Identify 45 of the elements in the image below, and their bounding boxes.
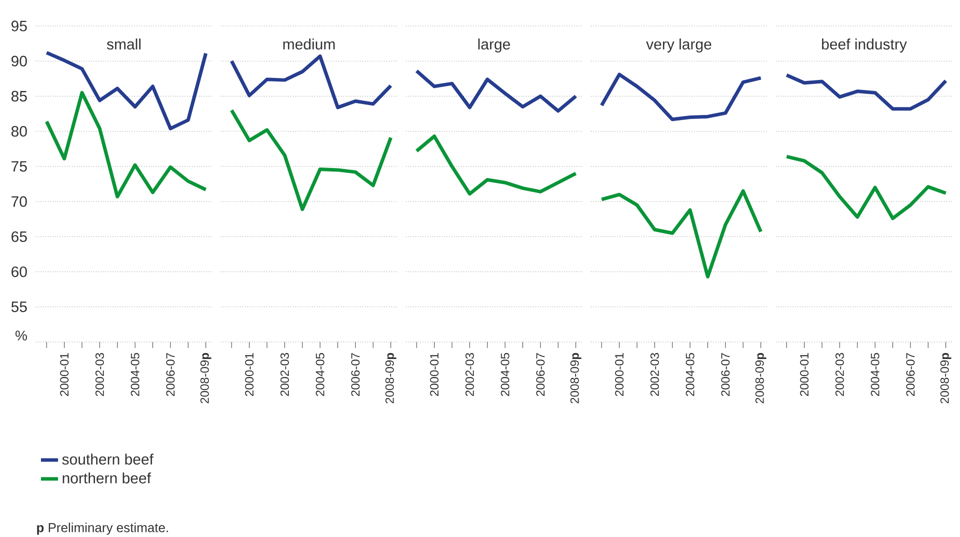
legend-label: northern beef (62, 472, 152, 484)
x-tick-label: 2008-09p (755, 353, 766, 404)
x-tick-label: 2002-03 (465, 353, 474, 396)
text: p Preliminary estimate. (37, 522, 168, 535)
x-tick-label: 2002-03 (280, 353, 289, 396)
y-axis-title: % (16, 330, 27, 340)
line-series (44, 50, 208, 130)
y-tick-label: 80 (11, 126, 27, 137)
x-tick-label: 2008-09p (200, 353, 212, 404)
x-tick-label: 2002-03 (835, 353, 844, 396)
x-tick-label: 2006-07 (166, 353, 175, 396)
text: medium (283, 38, 335, 50)
text: large (478, 38, 510, 52)
x-tick-label: 2004-05 (870, 353, 880, 396)
x-tick-label: 2000-01 (800, 353, 809, 396)
x-tick-label: 2000-01 (245, 353, 254, 396)
x-tick-label: 2008-09p (570, 353, 582, 404)
x-tick-label: 2006-07 (906, 353, 915, 396)
x-tick-label: 2000-01 (430, 353, 439, 396)
y-tick-label: 95 (12, 20, 27, 32)
y-tick-label: 65 (12, 231, 27, 242)
x-tick-label: 2002-03 (95, 353, 104, 396)
x-tick-label: 2006-07 (536, 353, 545, 396)
y-tick-label: 85 (11, 90, 27, 102)
y-tick-label: 60 (12, 266, 27, 278)
x-tick-label: 2006-07 (351, 353, 360, 396)
y-tick-label: 55 (11, 302, 27, 312)
x-tick-label: 2002-03 (650, 353, 659, 396)
line-series (44, 90, 208, 198)
x-tick-label: 2004-05 (130, 353, 140, 396)
text: small (106, 38, 140, 50)
x-tick-label: 2004-05 (686, 353, 694, 396)
x-tick-label: 2006-07 (721, 353, 730, 396)
legend-label: southern beef (62, 454, 154, 465)
text: very large (646, 38, 712, 52)
x-tick-label: 2008-09p (385, 353, 396, 404)
y-tick-label: 90 (12, 56, 27, 66)
x-tick-label: 2004-05 (500, 353, 510, 396)
y-tick-label: 75 (12, 161, 27, 172)
x-tick-label: 2004-05 (316, 353, 324, 396)
y-tick-label: 70 (12, 196, 27, 207)
text: beef industry (822, 38, 907, 52)
x-tick-label: 2008-09p (940, 353, 952, 404)
x-tick-label: 2000-01 (615, 353, 624, 396)
x-tick-label: 2000-01 (60, 353, 69, 396)
